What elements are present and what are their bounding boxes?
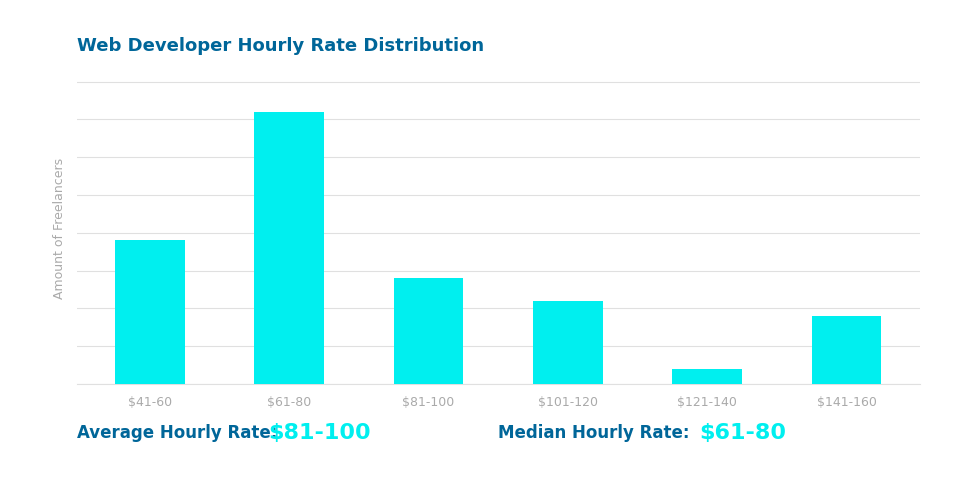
Y-axis label: Amount of Freelancers: Amount of Freelancers xyxy=(53,157,65,299)
Bar xyxy=(673,369,742,384)
Bar xyxy=(254,113,324,384)
Bar xyxy=(115,241,185,384)
Text: $81-100: $81-100 xyxy=(268,422,371,443)
Text: $61-80: $61-80 xyxy=(699,422,787,443)
Text: Web Developer Hourly Rate Distribution: Web Developer Hourly Rate Distribution xyxy=(77,37,484,55)
Text: Average Hourly Rate:: Average Hourly Rate: xyxy=(77,423,277,442)
Text: Median Hourly Rate:: Median Hourly Rate: xyxy=(498,423,690,442)
Bar xyxy=(811,316,881,384)
Bar xyxy=(394,278,464,384)
Bar xyxy=(533,301,603,384)
